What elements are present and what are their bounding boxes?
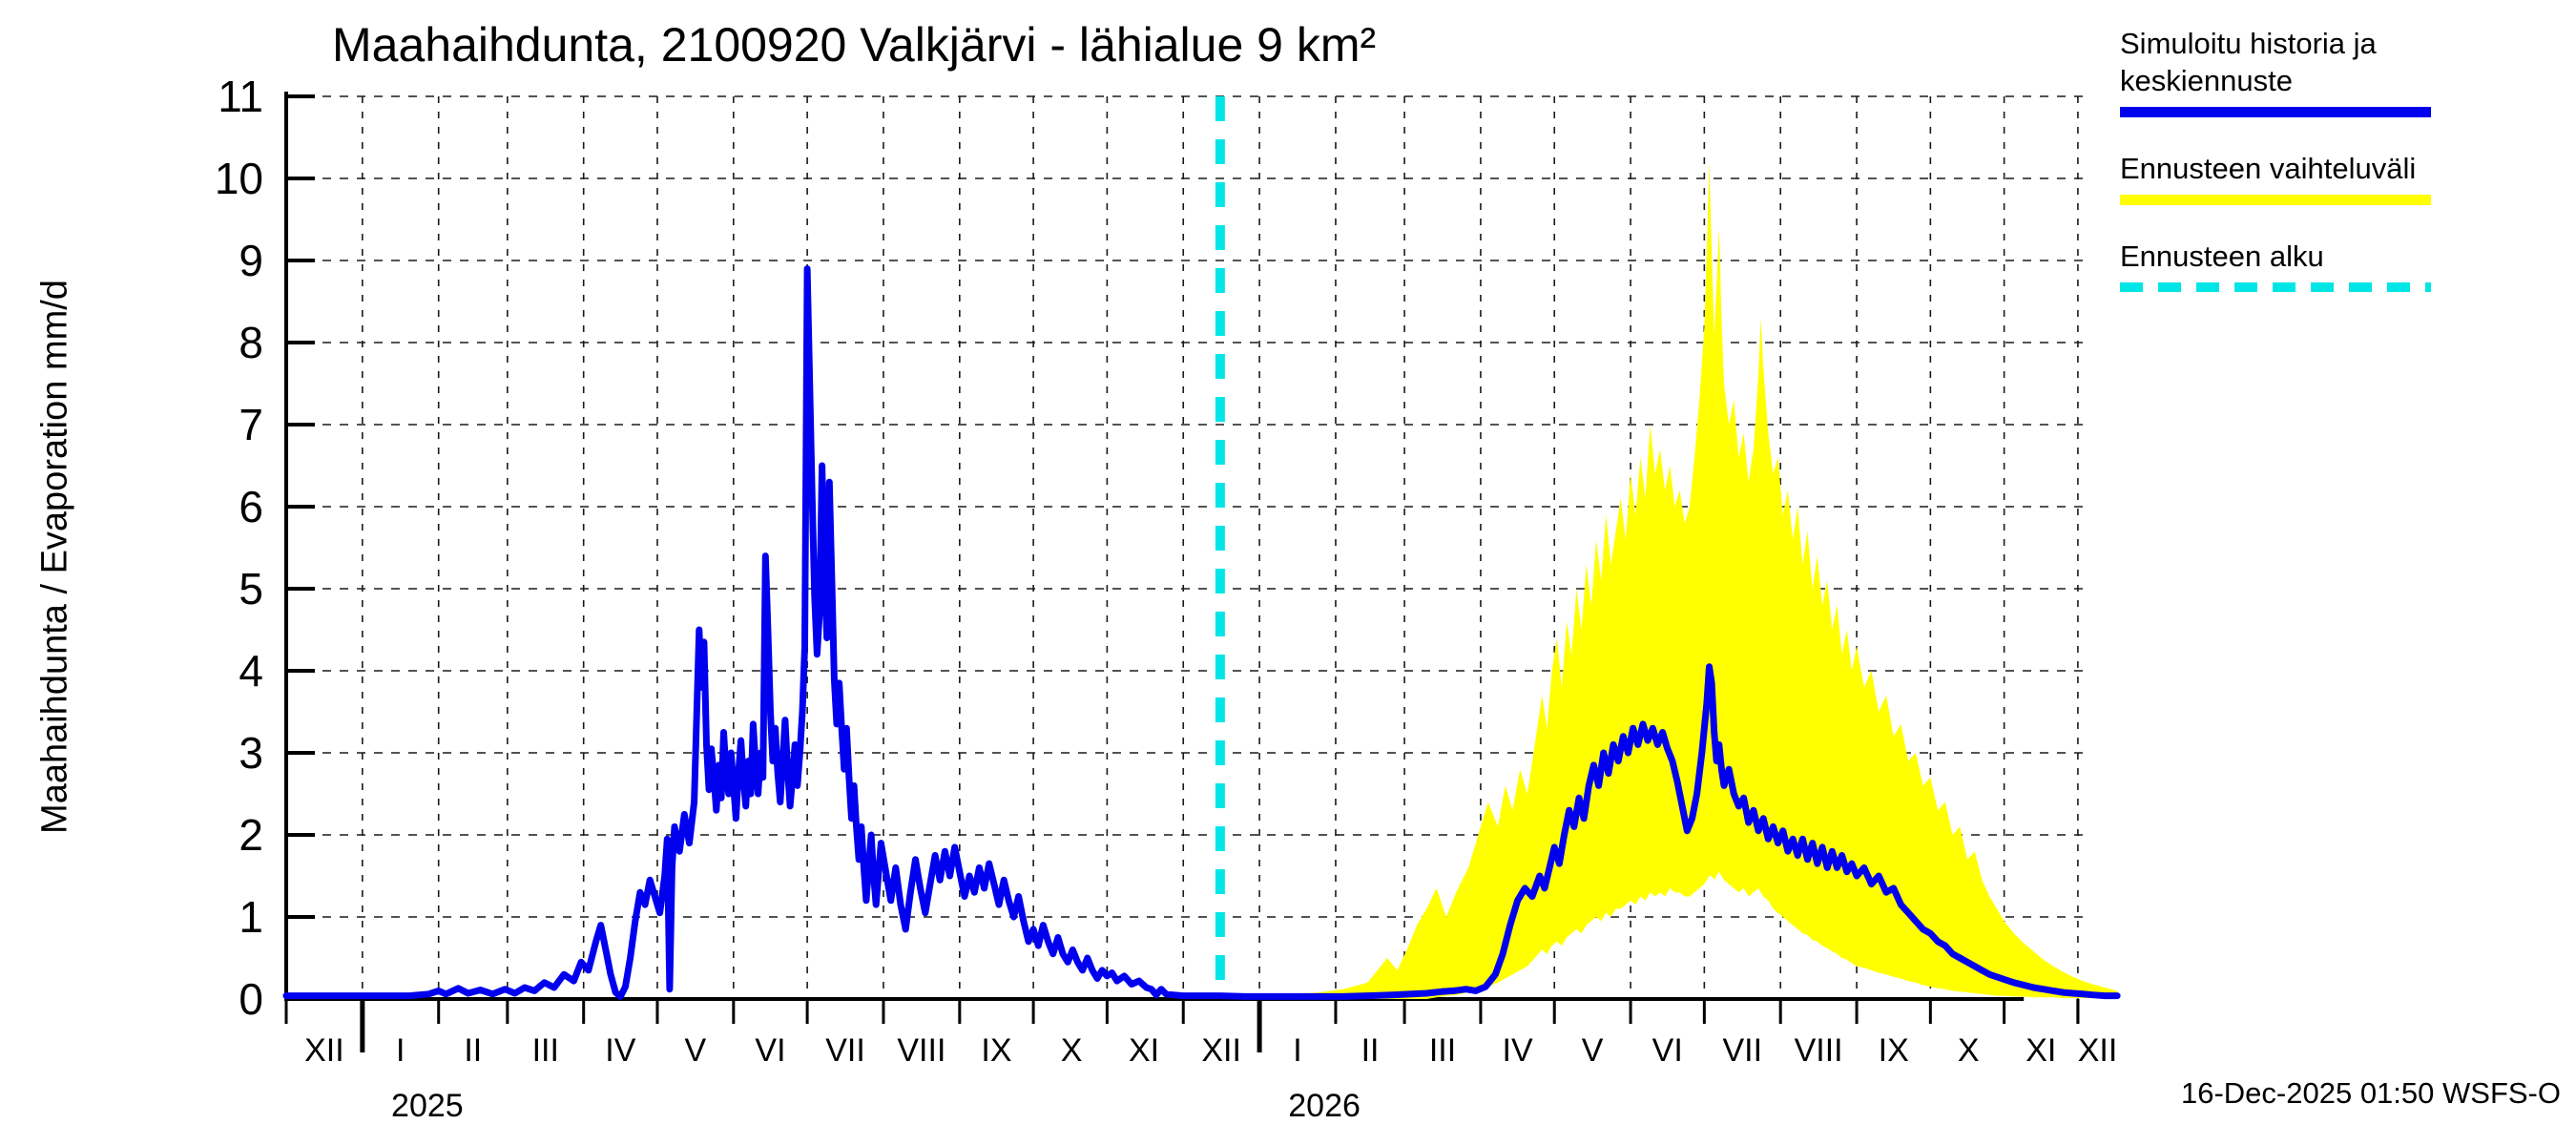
y-tick-label: 4	[239, 646, 263, 696]
y-tick-label: 7	[239, 400, 263, 449]
month-label: XII	[1201, 1032, 1241, 1069]
y-tick-label: 8	[239, 318, 263, 367]
month-label: II	[1361, 1032, 1380, 1069]
month-label: II	[464, 1032, 482, 1069]
month-label: I	[396, 1032, 405, 1069]
y-tick-label: 10	[215, 154, 263, 203]
legend-label-range: Ennusteen vaihteluväli	[2120, 152, 2417, 185]
page-title: Maahaihdunta, 2100920 Valkjärvi - lähial…	[332, 18, 1377, 72]
forecast-band	[1219, 161, 2118, 1000]
month-label: XII	[304, 1032, 344, 1069]
y-tick-label: 5	[239, 564, 263, 614]
y-tick-label: 11	[218, 72, 263, 121]
year-label: 2026	[1288, 1088, 1361, 1124]
year-label: 2025	[391, 1088, 464, 1124]
forecast-start-swatch	[2120, 282, 2431, 292]
y-tick-label: 3	[239, 728, 263, 778]
forecast-band-swatch	[2120, 195, 2431, 205]
month-label: I	[1293, 1032, 1301, 1069]
month-label: XII	[2078, 1032, 2118, 1069]
y-tick-label: 9	[239, 236, 263, 285]
month-label: IX	[981, 1032, 1011, 1069]
month-label: X	[1061, 1032, 1083, 1069]
y-tick-label: 6	[239, 482, 263, 531]
history-line-swatch	[2120, 107, 2431, 117]
month-label: XI	[2025, 1032, 2056, 1069]
month-label: III	[1429, 1032, 1456, 1069]
month-label: IV	[1503, 1032, 1533, 1069]
y-tick-label: 2	[239, 810, 263, 860]
median-line	[282, 265, 2121, 1000]
month-label: XI	[1129, 1032, 1159, 1069]
legend: Simuloitu historia ja keskiennuste Ennus…	[2120, 25, 2463, 324]
y-tick-label: 1	[239, 892, 263, 942]
month-label: III	[532, 1032, 559, 1069]
legend-label-history: Simuloitu historia ja keskiennuste	[2120, 27, 2377, 97]
month-label: VII	[1722, 1032, 1762, 1069]
month-label: VIII	[1795, 1032, 1843, 1069]
legend-item-range: Ennusteen vaihteluväli	[2120, 150, 2463, 205]
month-label: VI	[755, 1032, 785, 1069]
month-label: VII	[825, 1032, 865, 1069]
month-label: V	[685, 1032, 707, 1069]
y-tick-label: 0	[239, 974, 263, 1024]
legend-label-start: Ennusteen alku	[2120, 239, 2324, 273]
month-label: IX	[1879, 1032, 1909, 1069]
month-label: V	[1582, 1032, 1604, 1069]
timestamp: 16-Dec-2025 01:50 WSFS-O	[2180, 1076, 2561, 1110]
month-label: X	[1958, 1032, 1980, 1069]
month-label: VIII	[897, 1032, 945, 1069]
legend-item-history: Simuloitu historia ja keskiennuste	[2120, 25, 2463, 117]
month-label: IV	[605, 1032, 635, 1069]
month-label: VI	[1652, 1032, 1683, 1069]
legend-item-start: Ennusteen alku	[2120, 238, 2463, 292]
